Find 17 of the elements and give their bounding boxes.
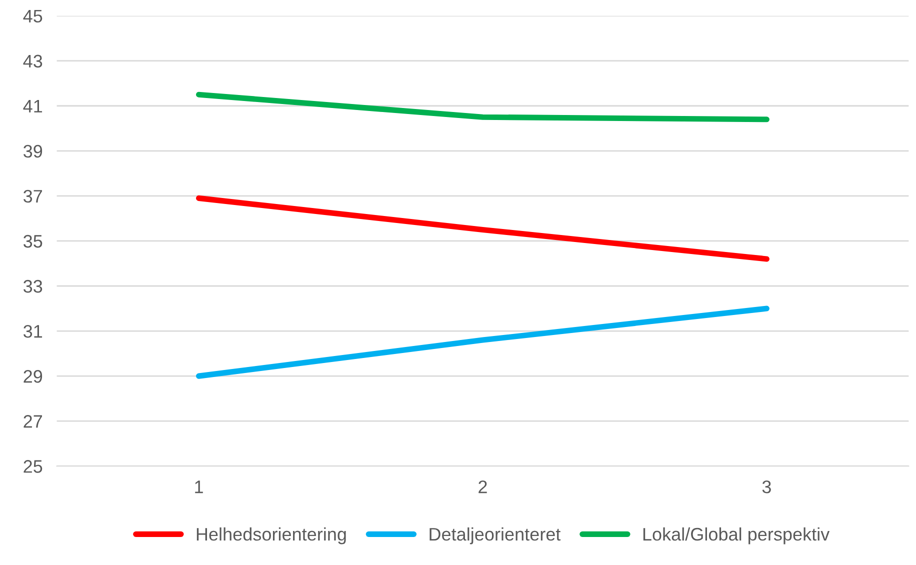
y-tick-label: 45 [23,10,42,23]
y-tick-label: 27 [24,415,42,428]
y-tick-label: 35 [24,234,42,248]
y-tick-label: 41 [23,100,42,112]
legend-label: Detaljeorienteret [430,527,561,544]
y-tick-label: 31 [24,324,42,338]
x-tick-label: 1 [195,480,203,494]
x-tick-label: 3 [762,480,771,494]
y-tick-label: 37 [24,190,42,203]
y-tick-label: 25 [24,460,42,473]
y-tick-label: 33 [24,280,42,293]
x-tick-label: 2 [478,480,487,494]
y-tick-label: 43 [23,54,42,68]
legend-label: Lokal/Global perspektiv [643,527,830,544]
y-tick-label: 39 [24,144,42,158]
legend-label: Helhedsorientering [196,527,346,544]
y-tick-label: 29 [24,370,42,383]
